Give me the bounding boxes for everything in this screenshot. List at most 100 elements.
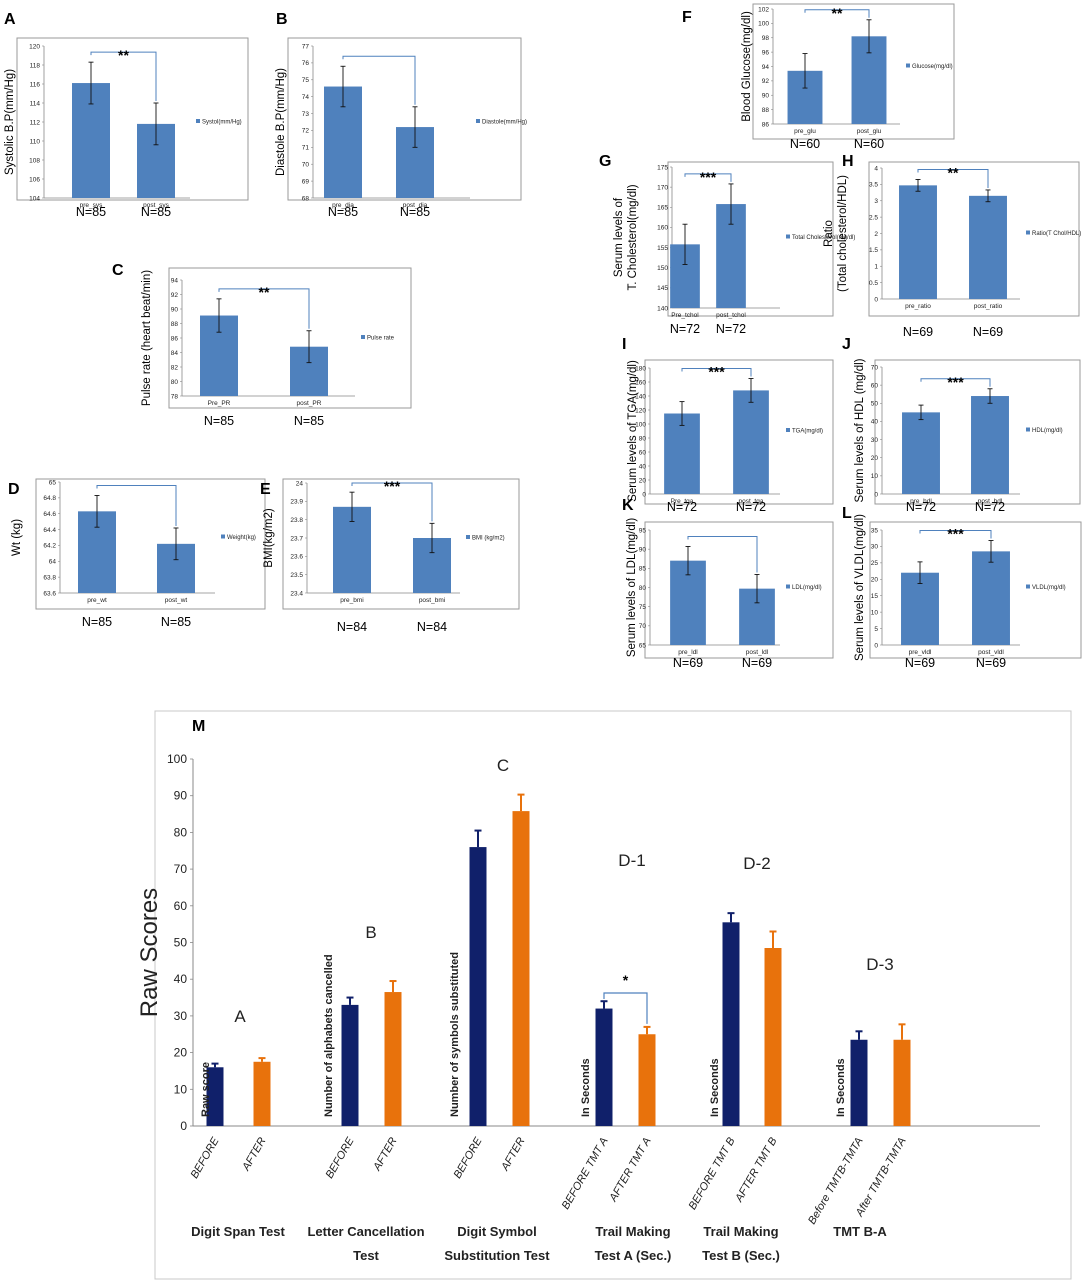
significance-bracket [218, 288, 310, 329]
category-label: Pre_tga [671, 498, 694, 505]
panel-c: 78 80 82 84 86 88 90 92 94 Pre_PR N=85 post_PR N=85 *… [112, 262, 412, 428]
sample-size-label: N=72 [716, 322, 746, 336]
y-axis-title: Wt (kg) [11, 519, 23, 556]
y-tick-label: 80 [639, 585, 647, 592]
y-axis-title: Pulse rate (heart beat/min) [141, 270, 153, 406]
category-label: pre_wt [87, 597, 107, 604]
y-tick-label: 60 [871, 382, 879, 389]
legend-swatch [786, 428, 790, 432]
bar-post_ratio [969, 195, 1007, 299]
significance-marker: *** [708, 364, 725, 380]
y-tick-label: 20 [174, 1046, 188, 1060]
y-tick-label: 0 [642, 491, 646, 498]
y-tick-label: 88 [762, 107, 770, 114]
legend-label: Systol(mm/Hg) [202, 120, 242, 126]
y-tick-label: 80 [174, 825, 188, 839]
sample-size-label: N=69 [976, 656, 1006, 670]
panel-letter: B [276, 11, 288, 28]
y-tick-label: 106 [29, 176, 40, 183]
category-label: post_ratio [974, 303, 1003, 310]
y-tick-label: 100 [758, 21, 769, 28]
value-axis-label: In Seconds [835, 1058, 847, 1117]
category-label: post_hdl [978, 498, 1003, 505]
y-tick-label: 160 [657, 225, 668, 232]
y-axis-title: Serum levels of HDL (mg/dl) [854, 358, 866, 502]
y-tick-label: 68 [302, 195, 310, 202]
significance-marker: *** [700, 169, 717, 185]
significance-bracket [917, 168, 989, 188]
sample-size-label: N=72 [670, 322, 700, 336]
category-label: post_tga [739, 498, 764, 505]
y-tick-label: 2.5 [869, 214, 878, 221]
sample-size-label: N=69 [673, 656, 703, 670]
y-tick-label: 69 [302, 178, 310, 185]
category-label: pre_sys [80, 202, 104, 209]
y-tick-label: 64.8 [43, 495, 56, 502]
y-tick-label: 175 [657, 164, 668, 171]
legend-swatch [1026, 427, 1030, 432]
legend-label: HDL(mg/dl) [1032, 428, 1063, 434]
group-letter: B [365, 923, 376, 942]
sample-size-label: N=85 [161, 615, 191, 629]
sample-size-label: N=85 [204, 414, 234, 428]
category-label: pre_ldl [678, 649, 698, 656]
y-tick-label: 40 [871, 419, 879, 426]
y-axis-title: Ratio [823, 220, 835, 247]
legend-swatch [1026, 584, 1030, 589]
y-axis-title: Systolic B.P(mm/Hg) [4, 69, 16, 175]
test-title: TMT B-A [833, 1224, 887, 1239]
sample-size-label: N=72 [975, 500, 1005, 514]
category-label: Pre_tchol [671, 312, 699, 319]
sample-size-label: N=60 [854, 137, 884, 151]
y-tick-label: 84 [171, 350, 179, 357]
sample-size-label: N=85 [294, 414, 324, 428]
legend-swatch [221, 534, 225, 539]
value-axis-label: In Seconds [709, 1058, 721, 1117]
y-tick-label: 102 [758, 6, 769, 13]
y-tick-label: 70 [174, 862, 188, 876]
bar-Pre_tga [664, 413, 700, 494]
legend-label: Total Cholesterol(mg/dl) [792, 235, 855, 241]
y-tick-label: 70 [639, 623, 647, 630]
y-tick-label: 104 [29, 195, 40, 202]
sample-size-label: N=85 [400, 205, 430, 219]
panel-letter: C [112, 262, 124, 279]
before-bar [206, 1067, 224, 1126]
y-axis-title: Raw Scores [136, 888, 163, 1017]
y-tick-label: 100 [167, 752, 187, 766]
value-axis-label: Raw score [200, 1062, 212, 1117]
y-tick-label: 120 [29, 43, 40, 50]
panel-letter: J [842, 336, 851, 353]
significance-marker: *** [947, 374, 964, 390]
category-label: post_tchol [716, 312, 746, 319]
y-tick-label: 60 [639, 449, 647, 456]
category-label: post_glu [857, 128, 882, 135]
group-letter: D-3 [866, 955, 893, 974]
test-title: Trail Making [595, 1224, 670, 1239]
sample-size-label: N=69 [903, 325, 933, 339]
sample-size-label: N=84 [417, 620, 447, 634]
significance-bracket [920, 378, 991, 387]
y-tick-label: 96 [762, 49, 770, 56]
test-title: Test [353, 1248, 379, 1263]
legend-swatch [906, 63, 910, 68]
before-bar [341, 1004, 359, 1126]
category-label: pre_glu [794, 128, 816, 135]
panel-k: 65707580859095pre_ldlN=69post_ldlN=69LDL… [622, 497, 834, 670]
y-tick-label: 85 [639, 566, 647, 573]
test-title: Test B (Sec.) [702, 1248, 780, 1263]
y-axis-title: BMI(kg/m2) [263, 508, 275, 568]
y-tick-label: 23.9 [290, 499, 303, 506]
legend-label: Weight(kg) [227, 535, 256, 541]
legend-swatch [196, 119, 200, 123]
y-tick-label: 1.5 [869, 247, 878, 254]
test-title: Trail Making [703, 1224, 778, 1239]
test-title: Substitution Test [444, 1248, 550, 1263]
value-axis-label: Number of symbols substituted [449, 952, 461, 1117]
y-tick-label: 95 [639, 527, 647, 534]
significance-bracket [90, 51, 157, 101]
sample-size-label: N=60 [790, 137, 820, 151]
sample-size-label: N=84 [337, 620, 367, 634]
